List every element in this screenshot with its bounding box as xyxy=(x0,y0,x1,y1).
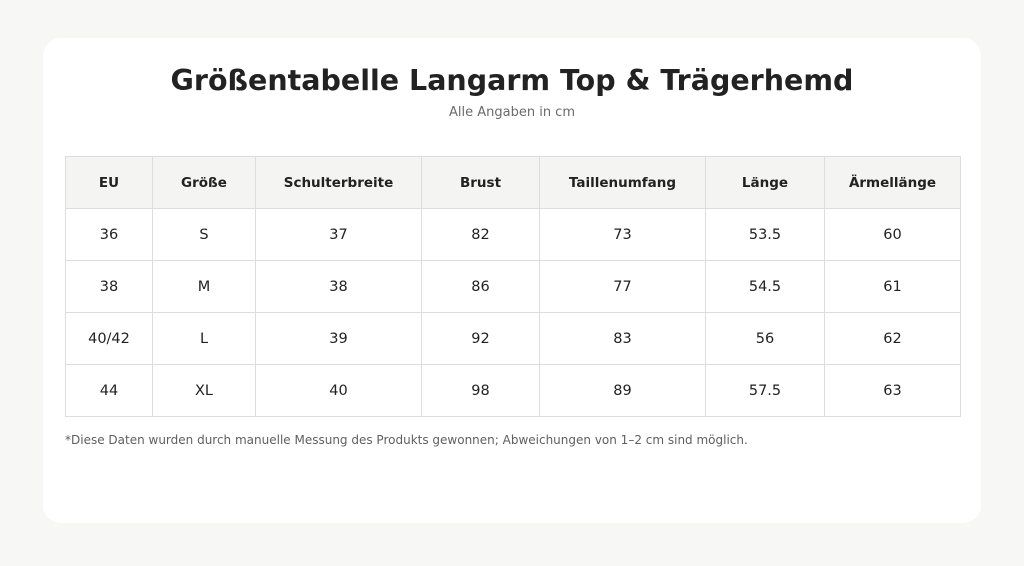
table-cell: 63 xyxy=(824,364,961,417)
table-cell: 60 xyxy=(824,208,961,261)
table-cell: 62 xyxy=(824,312,961,365)
table-cell: S xyxy=(152,208,256,261)
table-cell: 38 xyxy=(255,260,422,313)
page-subtitle: Alle Angaben in cm xyxy=(448,105,575,120)
table-row: 40/42 L 39 92 83 56 62 xyxy=(65,312,961,365)
table-cell: 40 xyxy=(255,364,422,417)
column-header-waist: Taillenumfang xyxy=(539,156,706,209)
table-cell: 73 xyxy=(539,208,706,261)
table-cell: 92 xyxy=(421,312,540,365)
table-cell: 83 xyxy=(539,312,706,365)
table-row: 38 M 38 86 77 54.5 61 xyxy=(65,260,961,313)
table-header: EU Größe Schulterbreite Brust Taillenumf… xyxy=(65,156,961,209)
table-cell: 36 xyxy=(65,208,153,261)
column-header-sleeve-length: Ärmellänge xyxy=(824,156,961,209)
measurement-footnote: *Diese Daten wurden durch manuelle Messu… xyxy=(65,433,748,447)
table-row: 36 S 37 82 73 53.5 60 xyxy=(65,208,961,261)
table-cell: 82 xyxy=(421,208,540,261)
table-cell: M xyxy=(152,260,256,313)
column-header-size: Größe xyxy=(152,156,256,209)
table-cell: 44 xyxy=(65,364,153,417)
table-cell: 89 xyxy=(539,364,706,417)
table-body: 36 S 37 82 73 53.5 60 38 M 38 86 77 54.5… xyxy=(65,208,961,417)
table-cell: 86 xyxy=(421,260,540,313)
table-cell: 98 xyxy=(421,364,540,417)
header-row: EU Größe Schulterbreite Brust Taillenumf… xyxy=(65,156,961,209)
table-cell: 61 xyxy=(824,260,961,313)
table-cell: 37 xyxy=(255,208,422,261)
column-header-length: Länge xyxy=(705,156,825,209)
table-cell: 57.5 xyxy=(705,364,825,417)
table-cell: 40/42 xyxy=(65,312,153,365)
table-row: 44 XL 40 98 89 57.5 63 xyxy=(65,364,961,417)
column-header-shoulder-width: Schulterbreite xyxy=(255,156,422,209)
page-title: Größentabelle Langarm Top & Trägerhemd xyxy=(170,64,854,97)
table-cell: 38 xyxy=(65,260,153,313)
table-cell: 53.5 xyxy=(705,208,825,261)
table-cell: 77 xyxy=(539,260,706,313)
table-cell: L xyxy=(152,312,256,365)
column-header-eu: EU xyxy=(65,156,153,209)
table-cell: 54.5 xyxy=(705,260,825,313)
table-cell: 56 xyxy=(705,312,825,365)
column-header-chest: Brust xyxy=(421,156,540,209)
table-cell: XL xyxy=(152,364,256,417)
table-cell: 39 xyxy=(255,312,422,365)
size-table: EU Größe Schulterbreite Brust Taillenumf… xyxy=(65,156,961,417)
